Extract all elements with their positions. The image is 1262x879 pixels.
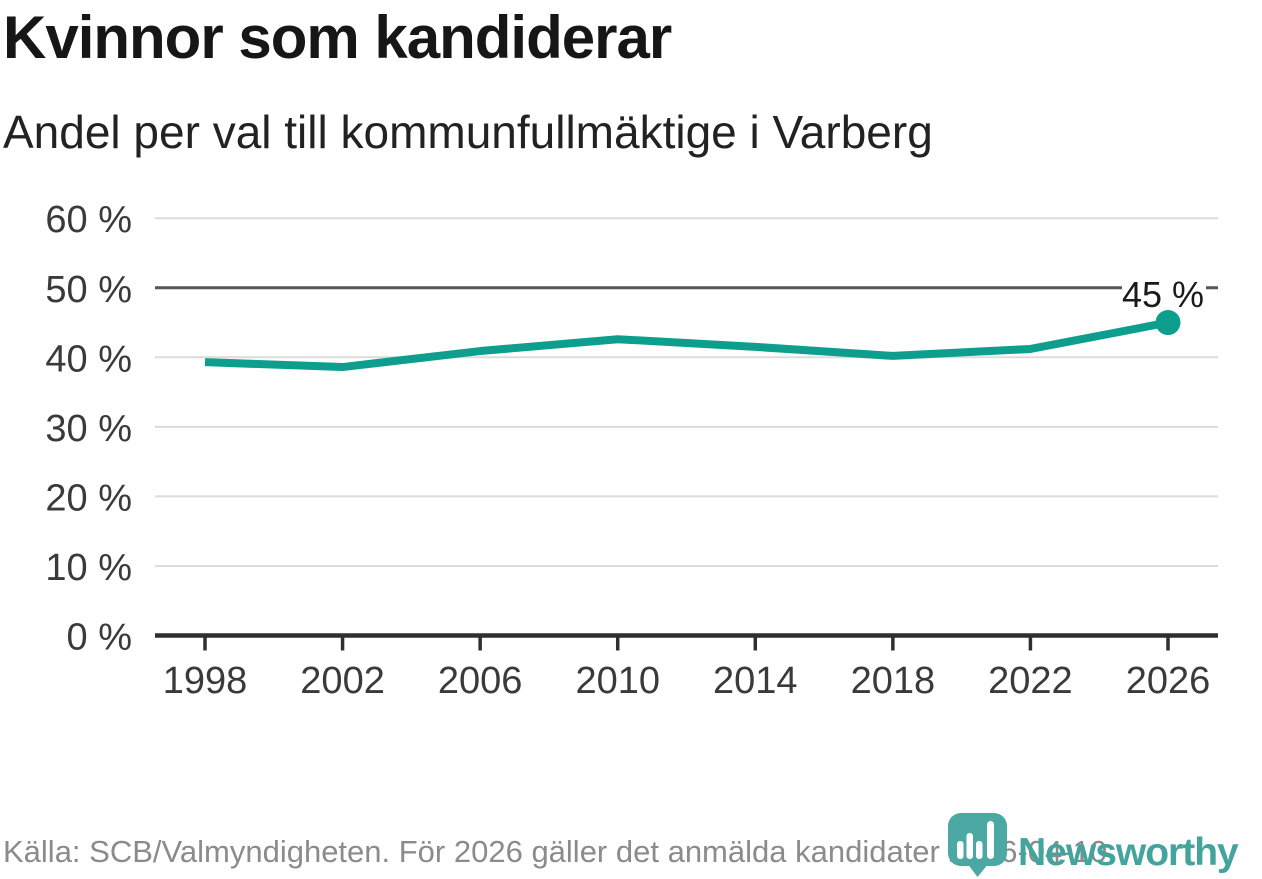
x-tick-label: 1998 [163,660,248,702]
newsworthy-wordmark: Newsworthy [1018,831,1239,874]
y-tick-label: 10 % [45,547,132,589]
source-note: Källa: SCB/Valmyndigheten. För 2026 gäll… [3,834,1116,869]
y-tick-label: 60 % [45,199,132,241]
end-value-label: 45 % [1122,274,1204,315]
newsworthy-logo-icon [948,813,1007,877]
line-chart-canvas: 0 % 10 % 20 % 30 % 40 % 50 % 60 % 1998 2002 2006 2… [45,199,1218,702]
x-tick-label: 2022 [988,660,1073,702]
x-tick-label: 2010 [575,660,660,702]
x-tick-label: 2026 [1126,660,1211,702]
chart-title: Kvinnor som kandiderar [3,4,672,71]
y-tick-label: 20 % [45,477,132,519]
y-tick-label: 50 % [45,269,132,311]
x-tick-label: 2002 [300,660,385,702]
end-label-background [1122,274,1206,311]
x-tick-label: 2014 [713,660,798,702]
data-line [204,318,1169,372]
y-tick-label: 40 % [45,338,132,380]
x-tick-label: 2006 [438,660,523,702]
y-tick-label: 0 % [67,617,132,659]
x-tick-label: 2018 [851,660,936,702]
end-point-marker [1155,310,1181,336]
chart-subtitle: Andel per val till kommunfullmäktige i V… [3,106,933,158]
y-tick-label: 30 % [45,408,132,450]
newsworthy-brand: Newsworthy [946,811,1239,879]
